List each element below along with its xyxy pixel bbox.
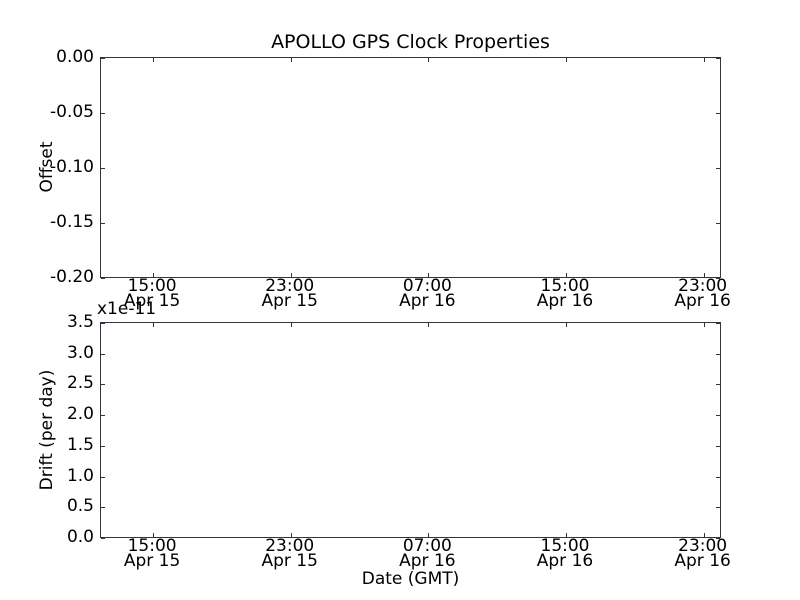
y-tick-mark [101,323,105,324]
x-tick-label: 15:00 Apr 16 [520,276,610,311]
x-tick-mark [291,58,292,62]
y-tick-mark [716,323,720,324]
x-tick-mark [428,323,429,327]
x-tick-mark [704,273,705,277]
y-tick-label: -0.10 [50,157,94,177]
x-tick-time: 15:00 [540,536,590,556]
y-tick-mark [716,384,720,385]
x-tick-label: 23:00 Apr 16 [658,536,748,571]
y-tick-mark [101,477,105,478]
y-tick-label: 3.0 [66,342,94,363]
y-tick-mark [716,507,720,508]
x-tick-time: 23:00 [265,536,315,556]
x-tick-date: Apr 15 [123,291,181,311]
y-tick-mark [101,113,105,114]
x-tick-mark [153,533,154,537]
x-tick-mark [566,273,567,277]
x-tick-mark [153,323,154,327]
x-tick-label: 07:00 Apr 16 [382,536,472,571]
x-tick-date: Apr 16 [674,291,731,311]
x-tick-time: 23:00 [678,536,728,556]
drift-plot-area [100,322,721,539]
y-tick-mark [716,113,720,114]
chart-title: APOLLO GPS Clock Properties [271,31,550,53]
x-tick-label: 15:00 Apr 15 [107,536,197,571]
y-tick-label: 1.0 [66,465,94,486]
y-tick-label: 2.5 [66,373,94,394]
y-tick-mark [101,58,105,59]
y-axis-multiplier-text: x1e-11 [97,299,157,319]
y-tick-label: 2.0 [66,404,94,425]
y-tick-mark [716,278,720,279]
y-tick-label: -0.15 [50,212,94,232]
x-tick-label: 15:00 Apr 15 [107,276,197,311]
y-tick-mark [101,168,105,169]
y-tick-mark [716,538,720,539]
x-tick-date: Apr 16 [399,291,456,311]
y-tick-mark [101,446,105,447]
x-tick-mark [704,533,705,537]
y-tick-mark [716,223,720,224]
y-tick-mark [101,507,105,508]
x-tick-date: Apr 16 [536,551,594,571]
y-tick-label: 0.00 [56,47,94,67]
y-tick-mark [716,446,720,447]
x-tick-time: 15:00 [127,276,177,296]
x-tick-date: Apr 16 [399,551,456,571]
y-tick-mark [101,223,105,224]
x-tick-time: 23:00 [678,276,728,296]
x-tick-label: 23:00 Apr 15 [245,536,335,571]
x-tick-label: 23:00 Apr 15 [245,276,335,311]
y-tick-mark [716,477,720,478]
x-tick-mark [291,273,292,277]
x-tick-time: 07:00 [402,276,452,296]
x-tick-mark [153,58,154,62]
x-tick-label: 23:00 Apr 16 [658,276,748,311]
y-tick-mark [716,168,720,169]
y-tick-mark [716,415,720,416]
x-tick-date: Apr 15 [261,551,318,571]
y-tick-label: 3.5 [66,312,94,332]
y-tick-mark [716,354,720,355]
x-tick-date: Apr 16 [674,551,731,571]
y-tick-label: -0.05 [50,102,94,122]
x-tick-time: 23:00 [265,276,315,296]
y-tick-label: 0.0 [66,527,94,547]
x-tick-mark [291,323,292,327]
x-tick-label: 15:00 Apr 16 [520,536,610,571]
y-tick-label: 0.5 [66,496,94,517]
x-tick-time: 15:00 [540,276,590,296]
x-tick-mark [566,323,567,327]
y-tick-mark [101,278,105,279]
x-tick-label: 07:00 Apr 16 [382,276,472,311]
y-tick-mark [101,538,105,539]
x-tick-time: 07:00 [402,536,452,556]
y-tick-mark [101,384,105,385]
x-tick-mark [153,273,154,277]
y-tick-mark [101,354,105,355]
x-tick-mark [704,58,705,62]
x-tick-date: Apr 16 [536,291,594,311]
x-tick-mark [291,533,292,537]
x-tick-mark [566,58,567,62]
y-tick-mark [101,415,105,416]
x-tick-mark [428,273,429,277]
offset-plot-area [100,57,721,279]
y-tick-mark [716,58,720,59]
x-tick-date: Apr 15 [261,291,318,311]
x-tick-date: Apr 15 [123,551,181,571]
x-tick-mark [428,533,429,537]
x-tick-mark [428,58,429,62]
y-tick-label: -0.20 [50,267,94,287]
x-tick-time: 15:00 [127,536,177,556]
x-tick-mark [566,533,567,537]
x-tick-mark [704,323,705,327]
x-axis-label: Date (GMT) [361,569,460,589]
y-tick-label: 1.5 [66,434,94,455]
